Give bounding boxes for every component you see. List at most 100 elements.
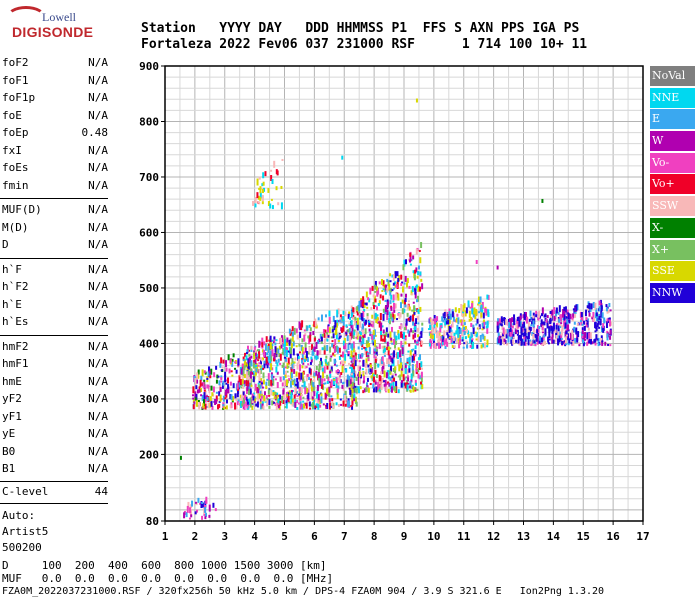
echo-point [352, 350, 355, 353]
echo-point [304, 355, 307, 361]
echo-point [191, 500, 194, 507]
echo-point [415, 368, 418, 374]
echo-point [344, 353, 347, 361]
echo-point [266, 352, 269, 356]
echo-point [345, 349, 348, 353]
echo-point [547, 342, 550, 345]
echo-point [348, 323, 351, 326]
echo-point [590, 315, 593, 318]
echo-point [267, 389, 270, 395]
echo-point [468, 318, 471, 322]
echo-point [375, 306, 378, 311]
echo-point [374, 298, 377, 303]
echo-point [412, 386, 415, 393]
echo-point [207, 371, 210, 377]
echo-point [316, 350, 319, 357]
echo-point [342, 360, 345, 365]
echo-point [249, 376, 252, 383]
echo-point [536, 329, 539, 334]
echo-point [415, 299, 418, 303]
echo-point [346, 374, 349, 381]
echo-point [434, 318, 437, 325]
echo-point [278, 353, 281, 358]
echo-point [461, 336, 464, 342]
echo-point [373, 376, 376, 383]
echo-point [224, 389, 227, 395]
echo-point [301, 353, 304, 361]
echo-point [584, 338, 587, 341]
echo-point [356, 386, 359, 389]
echo-point [208, 366, 211, 374]
echo-point [588, 332, 591, 339]
echo-point [275, 351, 278, 358]
echo-point [499, 321, 502, 326]
echo-point [582, 320, 585, 325]
echo-point [378, 300, 381, 305]
echo-point [246, 349, 249, 354]
echo-point [369, 364, 372, 370]
echo-point [229, 393, 232, 399]
echo-point [335, 381, 338, 388]
echo-point [390, 365, 393, 372]
legend-item-x: X- [650, 217, 695, 238]
echo-point [210, 400, 213, 407]
echo-point [342, 381, 345, 384]
echo-point [479, 334, 482, 342]
echo-point [404, 327, 407, 331]
echo-point [313, 391, 316, 397]
echo-point [270, 343, 273, 350]
echo-point [552, 339, 555, 344]
echo-point [571, 330, 574, 335]
echo-point [273, 396, 276, 400]
echo-point [258, 362, 261, 365]
echo-point [219, 361, 222, 368]
echo-point [419, 306, 422, 312]
echo-point [290, 343, 293, 349]
echo-point [347, 400, 350, 408]
echo-point [347, 343, 350, 350]
echo-point [206, 396, 209, 401]
echo-point [529, 326, 532, 331]
echo-point [304, 387, 307, 395]
echo-point [413, 354, 416, 357]
echo-point [253, 392, 256, 395]
echo-point [260, 382, 263, 385]
echo-point [210, 368, 213, 375]
echo-point [389, 347, 392, 350]
echo-point [320, 314, 323, 322]
x-tick-label: 9 [401, 530, 408, 543]
echo-point [606, 333, 609, 341]
echo-point [374, 362, 377, 370]
echo-point [323, 338, 326, 345]
echo-point [536, 339, 539, 345]
echo-point [260, 359, 263, 362]
echo-point [309, 374, 312, 377]
echo-point [471, 307, 474, 315]
echo-point [236, 390, 239, 395]
echo-point [224, 375, 227, 383]
param-row: hmF1 N/A [0, 357, 112, 375]
echo-point [323, 347, 326, 355]
echo-point [309, 361, 312, 365]
echo-point [558, 335, 561, 343]
echo-point [318, 365, 321, 371]
echo-point [401, 281, 404, 284]
echo-point [530, 321, 533, 325]
echo-point [543, 341, 546, 344]
echo-point [463, 331, 466, 336]
echo-point [455, 330, 458, 335]
echo-point [509, 327, 512, 335]
echo-point [475, 259, 478, 264]
echo-point [390, 337, 393, 341]
echo-point [230, 370, 233, 373]
echo-point [356, 332, 359, 340]
echo-point [397, 293, 400, 301]
echo-point [552, 319, 555, 324]
echo-point [351, 343, 354, 351]
echo-point [275, 402, 278, 410]
echo-point [199, 379, 202, 387]
echo-point [485, 308, 488, 316]
echo-point [515, 339, 518, 343]
echo-point [417, 322, 420, 325]
echo-point [276, 392, 279, 397]
